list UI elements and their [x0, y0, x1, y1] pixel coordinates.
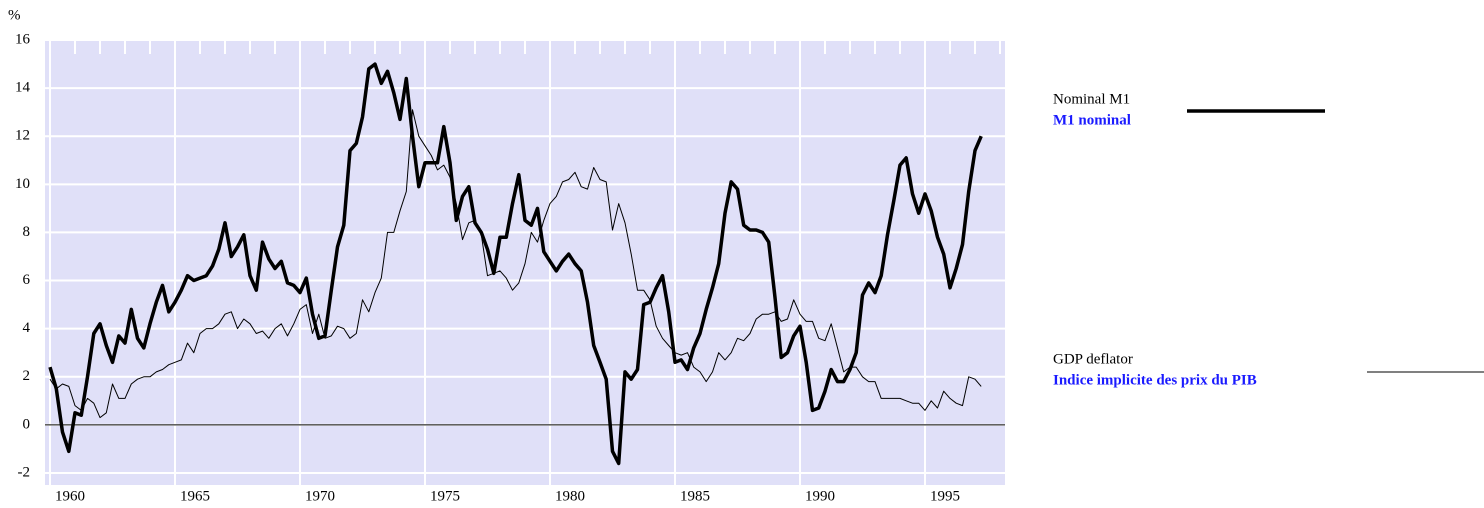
series-line [48, 62, 983, 466]
y-tick-label: 2 [23, 368, 31, 384]
y-tick-label: 6 [23, 272, 31, 288]
x-tick-label: 1965 [180, 488, 210, 504]
legend-label-fr: M1 nominal [1053, 112, 1131, 128]
y-tick-label: 14 [15, 80, 31, 96]
x-tick-label: 1975 [430, 488, 460, 504]
x-tick-label: 1995 [930, 488, 960, 504]
legend-label-fr: Indice implicite des prix du PIB [1053, 372, 1257, 388]
y-axis-label: % [8, 7, 21, 23]
x-tick-label: 1985 [680, 488, 710, 504]
x-tick-label: 1960 [55, 488, 85, 504]
series-line [49, 109, 982, 419]
x-tick-label: 1970 [305, 488, 335, 504]
y-tick-label: 12 [15, 128, 30, 144]
y-tick-label: 0 [23, 416, 31, 432]
x-tick-label: 1990 [805, 488, 835, 504]
y-tick-label: 8 [23, 224, 31, 240]
legend-label: GDP deflator [1053, 351, 1133, 367]
y-tick-label: 10 [15, 176, 30, 192]
y-tick-label: 16 [15, 31, 31, 47]
legend-label: Nominal M1 [1053, 91, 1130, 107]
y-tick-label: -2 [18, 464, 31, 480]
y-tick-label: 4 [23, 320, 31, 336]
x-tick-label: 1980 [555, 488, 585, 504]
